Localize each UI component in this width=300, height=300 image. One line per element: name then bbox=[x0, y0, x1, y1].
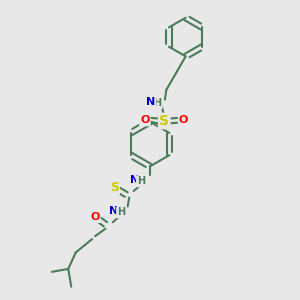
Text: N: N bbox=[109, 206, 118, 216]
Text: S: S bbox=[110, 181, 119, 194]
Text: H: H bbox=[137, 176, 145, 186]
Text: H: H bbox=[153, 98, 161, 108]
Text: N: N bbox=[146, 97, 155, 107]
Text: S: S bbox=[159, 114, 169, 128]
Text: O: O bbox=[90, 212, 100, 222]
Text: O: O bbox=[140, 115, 150, 125]
Text: O: O bbox=[179, 115, 188, 125]
Text: N: N bbox=[130, 175, 139, 185]
Text: H: H bbox=[117, 207, 125, 218]
